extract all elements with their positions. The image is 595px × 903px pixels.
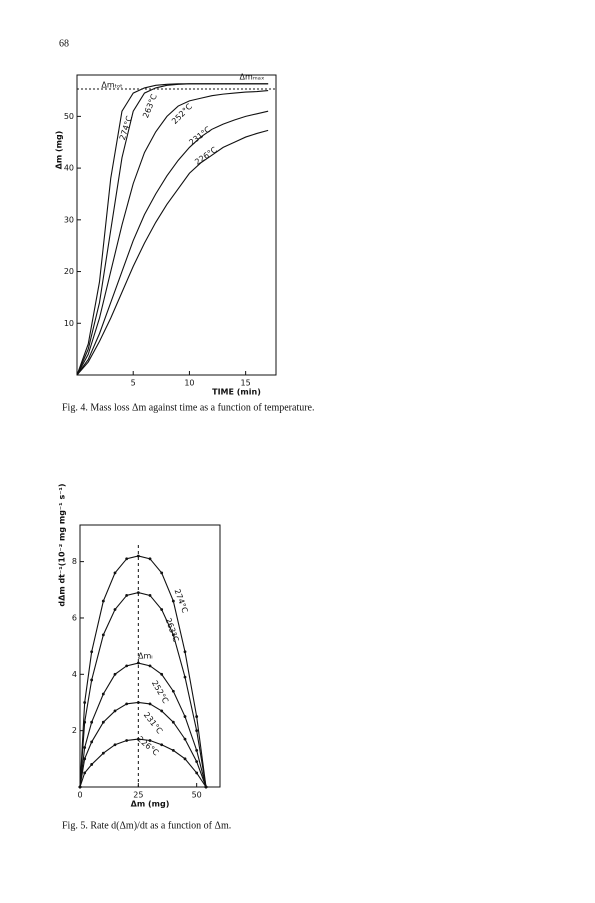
data-point: [136, 737, 140, 741]
data-point: [101, 692, 105, 696]
y-axis-label: dΔm dt⁻¹(10⁻² mg mg⁻¹ s⁻¹): [58, 483, 67, 606]
page-number: 68: [59, 38, 69, 49]
data-point: [160, 571, 164, 575]
data-point: [183, 737, 187, 741]
y-tick-label: 40: [64, 164, 74, 173]
data-point: [101, 599, 105, 603]
x-axis-label: TIME (min): [212, 388, 261, 397]
data-point: [136, 554, 140, 558]
data-point: [101, 751, 105, 755]
data-point: [90, 740, 94, 744]
annotation: Δmₘₐₓ: [240, 73, 265, 82]
reference-label: Δmₜₒₜ: [101, 81, 122, 90]
data-point: [113, 571, 117, 575]
y-tick-label: 6: [72, 613, 77, 622]
data-point: [101, 720, 105, 724]
curve-label: 226°C: [193, 145, 219, 167]
plot-frame: [76, 74, 277, 376]
data-point: [171, 748, 175, 752]
data-point: [148, 664, 152, 668]
x-tick-label: 15: [241, 379, 251, 388]
data-point: [148, 702, 152, 706]
data-point: [90, 678, 94, 682]
y-tick-label: 20: [64, 267, 74, 276]
data-point: [171, 633, 175, 637]
data-point: [113, 672, 117, 676]
data-point: [78, 785, 82, 789]
data-point: [195, 748, 199, 752]
y-tick-label: 2: [72, 726, 77, 735]
x-tick-label: 50: [192, 791, 202, 800]
data-point: [101, 633, 105, 637]
reference-label: Δmᵢ: [138, 652, 153, 661]
data-point: [195, 760, 199, 764]
data-point: [125, 664, 129, 668]
data-point: [125, 739, 129, 742]
x-tick-label: 10: [184, 379, 194, 388]
data-point: [171, 599, 175, 603]
data-point: [90, 650, 94, 654]
data-point: [83, 701, 87, 704]
data-point: [125, 594, 129, 597]
data-point: [90, 763, 94, 766]
data-point: [160, 709, 164, 713]
data-point: [83, 771, 87, 775]
plot-frame: [79, 524, 221, 788]
data-line: [79, 662, 207, 788]
x-tick-label: 5: [131, 379, 136, 388]
y-axis-label: Δm (mg): [55, 131, 64, 170]
data-point: [83, 757, 87, 761]
x-tick-label: 0: [77, 791, 82, 800]
data-point: [148, 739, 152, 742]
data-line: [79, 555, 207, 788]
curve-label: 252°C: [170, 102, 194, 126]
data-line: [76, 83, 269, 376]
data-point: [160, 608, 164, 611]
data-line: [76, 129, 269, 376]
data-point: [183, 757, 187, 761]
data-point: [125, 557, 129, 561]
data-point: [148, 557, 152, 561]
data-point: [195, 771, 199, 775]
data-point: [83, 746, 87, 749]
data-point: [183, 650, 187, 654]
data-point: [171, 720, 175, 724]
data-point: [160, 672, 164, 676]
data-point: [195, 729, 199, 733]
figure-caption: Fig. 5. Rate d(Δm)/dt as a function of Δ…: [62, 820, 231, 831]
curve-label: 231°C: [142, 710, 165, 735]
x-axis-label: Δm (mg): [131, 800, 170, 809]
data-point: [171, 689, 175, 693]
y-tick-label: 4: [72, 670, 77, 679]
curve-label: 263°C: [141, 92, 159, 119]
data-line: [76, 83, 269, 376]
data-point: [148, 594, 152, 597]
data-point: [136, 701, 140, 704]
x-tick-label: 25: [133, 791, 143, 800]
data-point: [195, 715, 199, 718]
data-point: [183, 675, 187, 679]
data-point: [160, 743, 164, 747]
data-point: [113, 709, 117, 713]
curve-label: 231°C: [187, 125, 212, 148]
data-line: [76, 110, 269, 376]
data-point: [83, 720, 87, 724]
data-line: [76, 89, 269, 376]
curve-label: 226°C: [136, 735, 161, 758]
data-point: [90, 720, 94, 724]
data-point: [136, 661, 140, 665]
y-tick-label: 30: [64, 215, 74, 224]
data-point: [204, 785, 208, 789]
y-tick-label: 10: [64, 319, 74, 328]
data-point: [113, 743, 117, 747]
data-point: [183, 715, 187, 718]
data-point: [113, 608, 117, 611]
y-tick-label: 8: [72, 557, 77, 566]
figure-caption: Fig. 4. Mass loss Δm against time as a f…: [62, 402, 315, 413]
y-tick-label: 50: [64, 112, 74, 121]
data-point: [136, 591, 140, 595]
data-point: [125, 702, 129, 706]
